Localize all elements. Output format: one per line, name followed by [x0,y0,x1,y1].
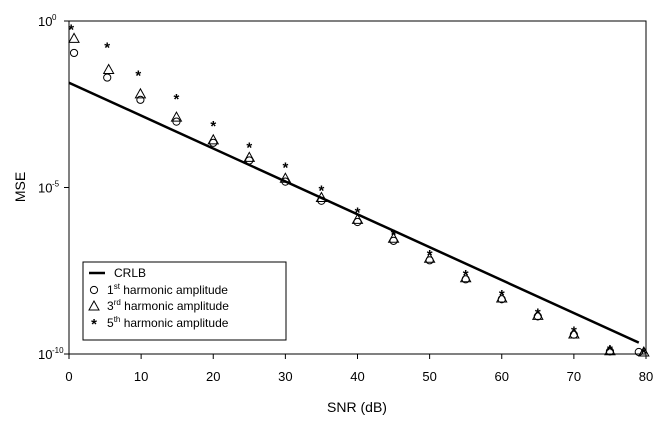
legend-circle-swatch [89,285,99,295]
x-tick-label: 0 [65,369,72,384]
y-tick-base: 10 [38,347,52,362]
triangle-data-point [459,271,472,283]
y-tick-exponent: 0 [52,13,57,22]
star-data-point: * [282,160,288,177]
circle-data-point [103,73,112,82]
star-data-point: * [427,247,433,264]
legend-item: CRLB [89,266,146,280]
x-axis-title: SNR (dB) [327,399,387,415]
star-data-point: * [319,182,325,199]
y-tick-base: 10 [38,181,52,196]
legend-label: 1st harmonic amplitude [107,282,228,297]
y-tick-base: 10 [38,14,52,29]
triangle-data-point [315,191,328,203]
star-data-point: * [104,40,110,57]
star-data-point: * [246,140,252,157]
series-2 [68,32,650,357]
circle-data-point [172,117,181,126]
legend-triangle-swatch [88,299,100,311]
x-tick-label: 20 [206,369,220,384]
star-data-point: * [355,205,361,222]
star-data-point: * [391,226,397,243]
triangle-data-point [170,111,183,122]
circle-data-point [281,177,290,186]
circle-data-point [136,95,145,104]
y-axis-title: MSE [12,172,28,202]
triangle-data-point [279,172,292,183]
circle-data-point [245,156,254,165]
legend-label: CRLB [114,266,146,280]
x-axis: 0 10 20 30 40 50 60 70 80 [65,354,653,384]
star-data-point: * [210,118,216,135]
circle-data-point [69,48,79,58]
star-data-point: * [174,91,180,108]
triangle-data-point [604,344,616,356]
series-0 [68,81,640,344]
star-data-point: * [607,342,613,359]
triangle-data-point [134,87,147,99]
legend-box [82,261,287,341]
star-data-point: * [135,67,141,84]
triangle-data-point [531,309,544,320]
legend-star-swatch: * [91,316,97,333]
legend-label: 3rd harmonic amplitude [107,298,229,313]
series-layer: * * * * * * * * * * * * * * * * * [68,21,650,362]
x-tick-label: 10 [134,369,148,384]
triangle-data-point [568,327,580,339]
series-3: * * * * * * * * * * * * * * * * * [68,21,647,362]
triangle-data-point [637,345,650,357]
triangle-data-point [495,291,508,303]
star-data-point: * [499,287,505,304]
circle-data-point [317,196,326,205]
triangle-data-point [387,232,400,243]
y-tick-label: 10 0 [38,13,57,29]
y-tick-label: 10 -5 [38,180,60,196]
x-tick-label: 40 [350,369,364,384]
legend-item: * 5th harmonic amplitude [91,315,229,333]
triangle-data-point [102,63,115,74]
x-tick-label: 60 [495,369,509,384]
triangle-data-point [207,133,220,145]
star-data-point: * [463,267,469,284]
triangle-data-point [68,32,80,43]
x-tick-label: 80 [639,369,653,384]
x-tick-label: 70 [567,369,581,384]
star-data-point: * [535,306,541,323]
legend-item: 1st harmonic amplitude [89,282,228,297]
triangle-data-point [243,151,256,162]
legend-label: 5th harmonic amplitude [107,315,229,330]
legend-item: 3rd harmonic amplitude [88,298,229,313]
triangle-data-point [423,252,436,263]
x-tick-label: 30 [278,369,292,384]
crlb-line [68,81,640,344]
star-data-point: * [571,324,577,341]
star-data-point: * [641,345,647,362]
circle-data-point [389,236,398,245]
star-data-point: * [68,21,74,38]
circle-data-point [209,138,218,147]
triangle-data-point [351,213,364,224]
y-tick-exponent: -5 [52,180,60,189]
y-tick-label: 10 -10 [38,346,64,362]
x-tick-label: 50 [422,369,436,384]
circle-data-point [353,217,362,227]
y-tick-exponent: -10 [52,346,64,355]
